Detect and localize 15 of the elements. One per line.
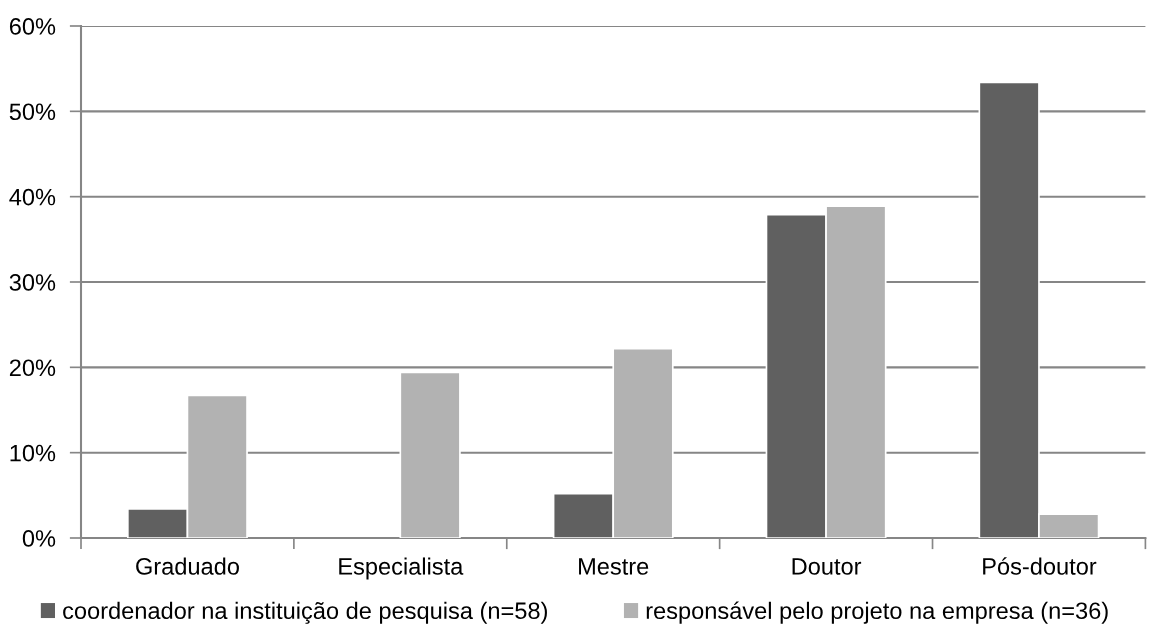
legend-label: coordenador na instituição de pesquisa (n=58): [63, 601, 547, 624]
y-tick-label: 50%: [9, 103, 56, 121]
legend-label: responsável pelo projeto na empresa (n=36): [646, 601, 1108, 624]
x-tick-label: Especialista: [339, 557, 464, 580]
y-tick-label: 60%: [9, 18, 56, 35]
y-tick-label: 30%: [9, 274, 56, 291]
y-tick-label: 20%: [9, 359, 56, 377]
y-tick-label: 10%: [10, 444, 56, 462]
x-tick-label: Mestre: [579, 558, 649, 575]
x-tick-label: Graduado: [136, 557, 239, 575]
y-tick-label: 0%: [22, 530, 56, 547]
y-tick-label: 40%: [9, 188, 56, 206]
bar: [399, 371, 461, 538]
x-tick-label: Pós-doutor: [983, 557, 1097, 575]
x-tick-label: Doutor: [792, 558, 862, 575]
